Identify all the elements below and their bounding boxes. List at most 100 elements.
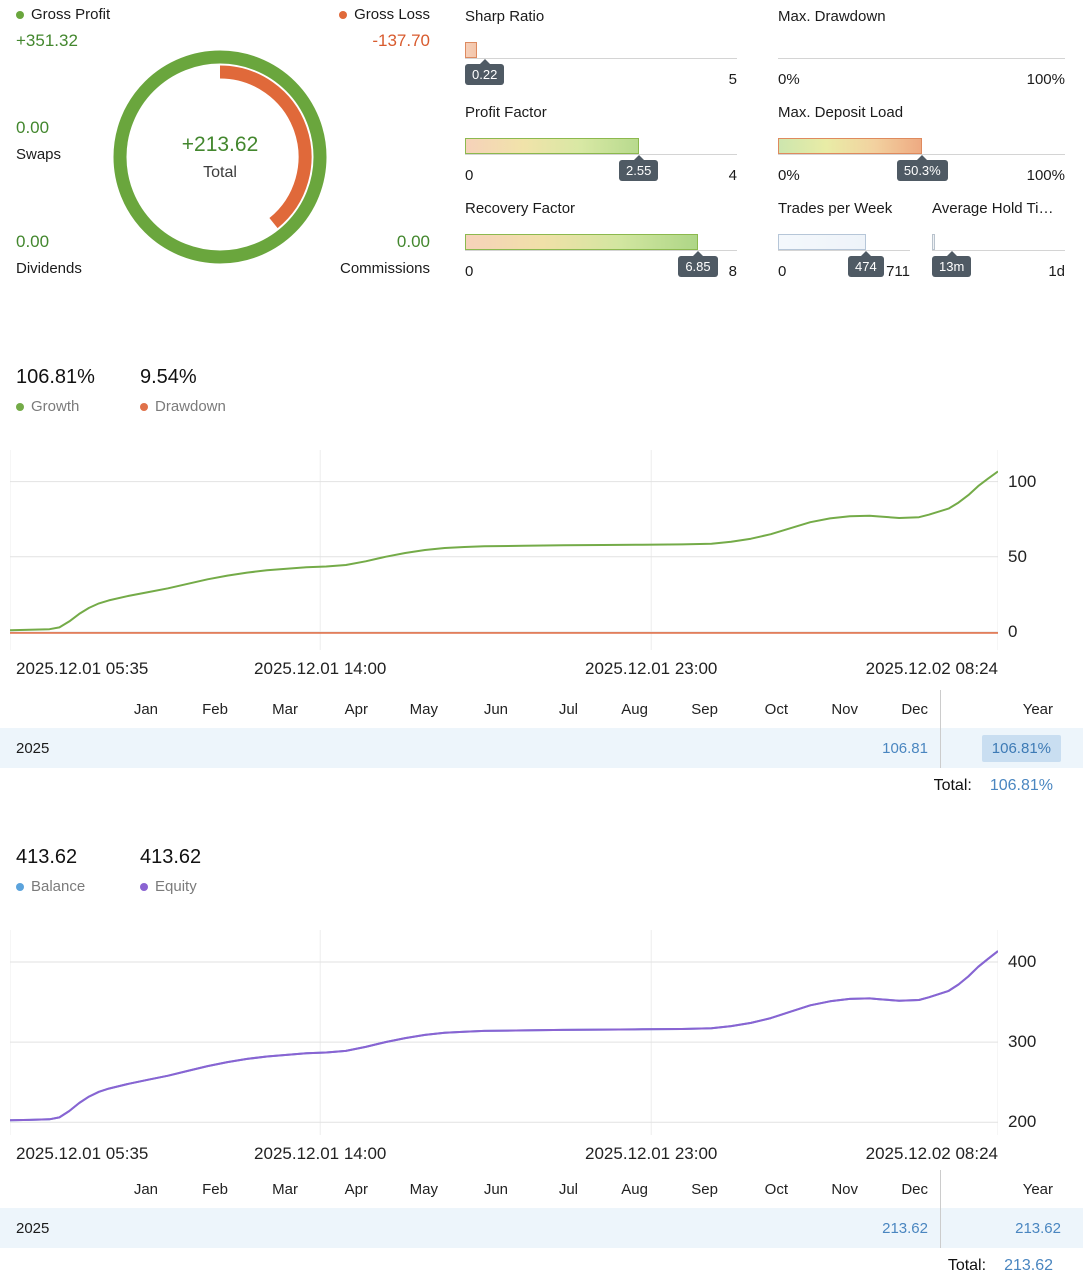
growth-plot-area [9, 450, 999, 650]
month-header: Oct [764, 700, 788, 718]
month-header: Jun [483, 1180, 508, 1198]
gross-loss-value: -137.70 [372, 31, 430, 50]
drawdown-dot-icon [140, 402, 148, 411]
gauge-max-label: 711 [886, 263, 910, 280]
x-axis-label: 2025.12.01 05:35 [16, 659, 149, 678]
gauge-bar: 2.55 [465, 138, 737, 181]
gauge-fill [932, 234, 935, 250]
growth-chart: 100 50 0 2025.12.01 05:35 2025.12.01 14:00 2… [9, 450, 1036, 678]
growth-dot-icon [16, 402, 24, 411]
drawdown-legend: Drawdown [140, 398, 226, 415]
total-label: Total [203, 163, 237, 181]
x-axis-label: 2025.12.01 23:00 [585, 1144, 718, 1163]
gross-loss-arc [219, 65, 312, 229]
gauge-value-badge: 0.22 [465, 59, 505, 85]
dividends-label: Dividends [16, 260, 82, 277]
month-header: Jun [483, 700, 508, 718]
gauge-value-badge: 13m [932, 251, 972, 277]
y-tick-label: 300 [1008, 1032, 1037, 1052]
gauge-fill [465, 234, 698, 250]
gauge-max-label: 100% [1026, 167, 1065, 184]
gauge-value-badge: 6.85 [678, 251, 718, 277]
gauge-fill [778, 234, 867, 250]
x-axis-label: 2025.12.01 14:00 [254, 659, 387, 678]
x-axis-label: 2025.12.02 08:24 [865, 659, 998, 678]
y-tick-label: 100 [1008, 471, 1037, 491]
y-tick-label: 0 [1008, 621, 1018, 641]
month-values: 106.81 [100, 728, 940, 768]
gross-loss-dot-icon [339, 10, 348, 19]
total-row-label: Total: [933, 777, 972, 794]
dividends-value: 0.00 [16, 232, 50, 251]
year-cell: 106.81% [940, 728, 1083, 768]
gauge-bar [778, 42, 1065, 59]
gauge-average-hold-time: Average Hold Ti… 13m 1d [932, 200, 1065, 280]
commissions-label: Commissions [339, 260, 430, 277]
month-header: Jul [558, 1180, 578, 1198]
donut-chart [113, 50, 327, 264]
growth-y-axis: 100 50 0 [1008, 450, 1068, 650]
equity-legend-label: Equity [155, 878, 197, 895]
x-axis-label: 2025.12.01 14:00 [254, 1144, 387, 1163]
row-year-label: 2025 [16, 739, 50, 757]
month-header: Sep [691, 1180, 718, 1198]
equity-value: 413.62 [140, 846, 202, 868]
row-year-label: 2025 [16, 1219, 50, 1237]
gauge-min-label: 0 [465, 263, 474, 280]
commissions-block: 0.00 Commissions [340, 232, 430, 277]
table-row: 2025 106.81 106.81% [0, 728, 1083, 768]
gauge-max-label: 1d [1048, 263, 1065, 280]
month-value[interactable]: 106.81 [882, 739, 928, 757]
year-total-value[interactable]: 213.62 [1015, 1219, 1061, 1237]
growth-table: Jan Feb Mar Apr May Jun Jul Aug Sep Oct Nov Dec Yea… [0, 690, 1083, 804]
gauge-profit-factor: Profit Factor 2.55 0 4 [465, 104, 737, 184]
total-row-label: Total: [947, 1257, 987, 1274]
balance-value: 413.62 [16, 846, 78, 868]
gross-loss-block: Gross Loss -137.70 [339, 6, 430, 51]
table-header-row: Jan Feb Mar Apr May Jun Jul Aug Sep Oct Nov Dec Yea… [0, 1170, 1083, 1208]
gauge-min-label: 0 [465, 167, 474, 184]
month-header: Jan [133, 700, 158, 718]
month-headers: Jan Feb Mar Apr May Jun Jul Aug Sep Oct Nov Dec [100, 690, 940, 728]
growth-legend-label: Growth [31, 398, 80, 415]
gross-profit-value: +351.32 [16, 31, 78, 50]
month-header: Oct [764, 1180, 788, 1198]
month-header: Dec [901, 1180, 928, 1198]
gauge-bar: 0.22 [465, 42, 737, 85]
y-tick-label: 400 [1008, 952, 1037, 972]
table-header-row: Jan Feb Mar Apr May Jun Jul Aug Sep Oct Nov Dec Yea… [0, 690, 1083, 728]
equity-dot-icon [140, 882, 148, 891]
month-header: Sep [691, 700, 718, 718]
month-header: Feb [202, 700, 228, 718]
balance-line [9, 950, 999, 1122]
year-total-value[interactable]: 106.81% [981, 734, 1061, 762]
gauge-max-label: 8 [728, 263, 737, 280]
x-axis-label: 2025.12.02 08:24 [865, 1144, 998, 1163]
month-header: Apr [344, 1180, 368, 1198]
month-header: Nov [831, 1180, 858, 1198]
month-header: Dec [901, 700, 928, 718]
month-header: Feb [202, 1180, 228, 1198]
total-row-value: 213.62 [1004, 1257, 1053, 1274]
gauge-min-label: 0 [778, 263, 787, 280]
balance-legend: Balance [16, 878, 85, 895]
month-header: Jan [133, 1180, 158, 1198]
growth-value: 106.81% [16, 366, 95, 388]
month-header: May [409, 1180, 438, 1198]
balance-legend-label: Balance [31, 878, 86, 895]
month-header: Mar [272, 700, 298, 718]
year-header: Year [940, 690, 1083, 728]
month-value[interactable]: 213.62 [882, 1219, 928, 1237]
gauge-bar: 474 [778, 234, 910, 277]
x-axis-label: 2025.12.01 05:35 [16, 1144, 149, 1163]
gauge-title: Sharp Ratio [465, 8, 545, 25]
gauge-bar: 13m [932, 234, 1065, 277]
x-axis-label: 2025.12.01 23:00 [585, 659, 718, 678]
gauge-bar: 50.3% [778, 138, 1065, 181]
gross-profit-dot-icon [16, 10, 24, 19]
month-header: Jul [558, 700, 578, 718]
growth-x-axis: 2025.12.01 05:35 2025.12.01 14:00 2025.12.… [10, 659, 998, 681]
gauge-max-drawdown: Max. Drawdown 0% 100% [778, 8, 1065, 88]
table-total-row: Total: 213.62 [0, 1248, 1083, 1284]
gross-profit-label: Gross Profit [31, 6, 111, 23]
